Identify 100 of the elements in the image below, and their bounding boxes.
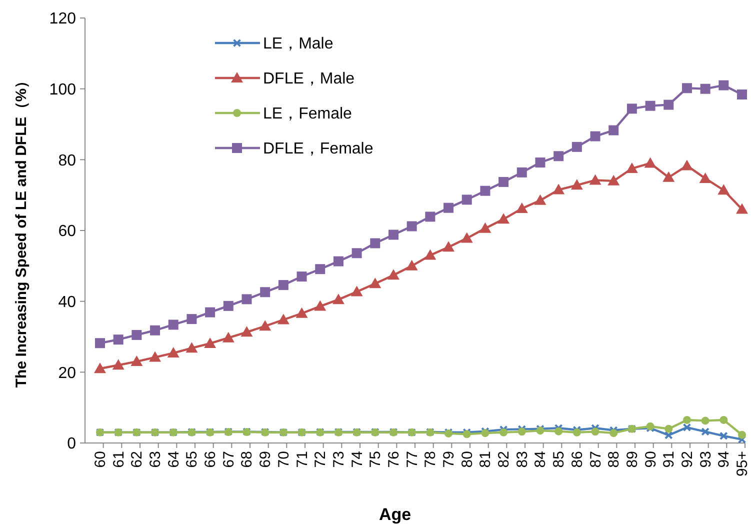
x-tick-label: 87 bbox=[587, 451, 604, 468]
point bbox=[352, 248, 362, 258]
point bbox=[296, 307, 308, 318]
point bbox=[462, 194, 472, 205]
point bbox=[590, 131, 600, 142]
x-tick-label: 80 bbox=[458, 451, 476, 468]
point bbox=[260, 287, 270, 298]
point bbox=[591, 428, 600, 436]
point bbox=[535, 158, 546, 168]
x-tick-label: 91 bbox=[660, 451, 678, 468]
x-tick-label: 71 bbox=[294, 451, 311, 468]
x-tick-label: 93 bbox=[697, 451, 714, 468]
point bbox=[572, 142, 582, 152]
x-tick-label: 70 bbox=[275, 451, 292, 468]
legend-label: LE，Male bbox=[263, 36, 334, 53]
point bbox=[94, 362, 106, 374]
x-tick-label: 78 bbox=[422, 451, 440, 468]
x-tick-label: 84 bbox=[532, 451, 550, 468]
point bbox=[424, 249, 436, 260]
point bbox=[130, 356, 143, 366]
point bbox=[589, 174, 602, 185]
point bbox=[442, 241, 455, 252]
point bbox=[570, 179, 583, 190]
point bbox=[699, 172, 712, 183]
point bbox=[662, 171, 675, 182]
point bbox=[554, 427, 563, 436]
point bbox=[425, 212, 436, 222]
point bbox=[277, 314, 290, 324]
y-tick-label: 60 bbox=[58, 223, 76, 240]
point bbox=[608, 125, 619, 136]
x-tick-label: 83 bbox=[514, 451, 531, 468]
point bbox=[626, 104, 637, 114]
point bbox=[683, 424, 691, 432]
point bbox=[167, 347, 180, 358]
x-tick-label: 72 bbox=[312, 451, 330, 468]
point bbox=[480, 186, 490, 196]
point bbox=[498, 213, 510, 224]
point bbox=[240, 326, 253, 337]
point bbox=[664, 431, 673, 440]
x-tick-label: 64 bbox=[165, 451, 182, 468]
point bbox=[720, 416, 728, 424]
point bbox=[644, 157, 656, 168]
point bbox=[350, 286, 363, 296]
point bbox=[610, 429, 618, 438]
x-tick-label: 89 bbox=[624, 451, 641, 468]
x-tick-label: 77 bbox=[404, 451, 421, 468]
point bbox=[168, 320, 178, 330]
point bbox=[479, 222, 492, 233]
x-tick-label: 61 bbox=[110, 451, 128, 468]
point bbox=[498, 176, 509, 187]
legend-label: DFLE，Female bbox=[263, 140, 374, 158]
point bbox=[645, 100, 656, 111]
point bbox=[388, 230, 398, 240]
point bbox=[516, 202, 528, 214]
point bbox=[149, 351, 162, 362]
y-tick-label: 100 bbox=[49, 81, 76, 98]
y-axis-title: The Increasing Speed of LE and DFLE（%） bbox=[13, 73, 30, 388]
point bbox=[701, 416, 710, 425]
point bbox=[333, 256, 344, 266]
x-tick-label: 86 bbox=[568, 451, 586, 468]
point bbox=[626, 162, 638, 174]
x-tick-label: 81 bbox=[477, 451, 494, 468]
x-tick-label: 67 bbox=[220, 451, 238, 468]
point bbox=[370, 238, 380, 248]
point bbox=[682, 83, 692, 94]
point bbox=[406, 260, 418, 270]
point bbox=[222, 332, 234, 342]
point bbox=[259, 320, 272, 331]
point bbox=[738, 430, 746, 439]
point bbox=[315, 264, 326, 274]
legend-label: LE，Female bbox=[263, 106, 352, 123]
point bbox=[720, 432, 728, 440]
point bbox=[314, 300, 326, 311]
point bbox=[204, 337, 216, 348]
point bbox=[150, 325, 160, 336]
legend-label: DFLE，Male bbox=[263, 70, 355, 88]
point bbox=[682, 416, 691, 424]
x-tick-label: 65 bbox=[184, 451, 201, 468]
point bbox=[132, 330, 142, 340]
point bbox=[736, 203, 748, 214]
x-tick-label: 82 bbox=[496, 451, 513, 468]
x-tick-label: 63 bbox=[147, 451, 164, 468]
point bbox=[296, 272, 307, 282]
point bbox=[444, 202, 454, 213]
x-tick-label: 60 bbox=[92, 451, 109, 468]
x-tick-label: 62 bbox=[128, 451, 146, 468]
x-tick-label: 92 bbox=[678, 451, 696, 468]
x-tick-label: 75 bbox=[367, 451, 384, 468]
point bbox=[205, 307, 216, 318]
point bbox=[572, 428, 581, 436]
point bbox=[500, 428, 508, 436]
point bbox=[701, 428, 710, 436]
x-axis-title: Age bbox=[378, 505, 412, 524]
point bbox=[552, 184, 565, 194]
point bbox=[608, 174, 620, 186]
point bbox=[664, 100, 674, 110]
point bbox=[186, 342, 198, 353]
point bbox=[113, 334, 124, 345]
point bbox=[664, 424, 673, 433]
point bbox=[518, 428, 526, 436]
